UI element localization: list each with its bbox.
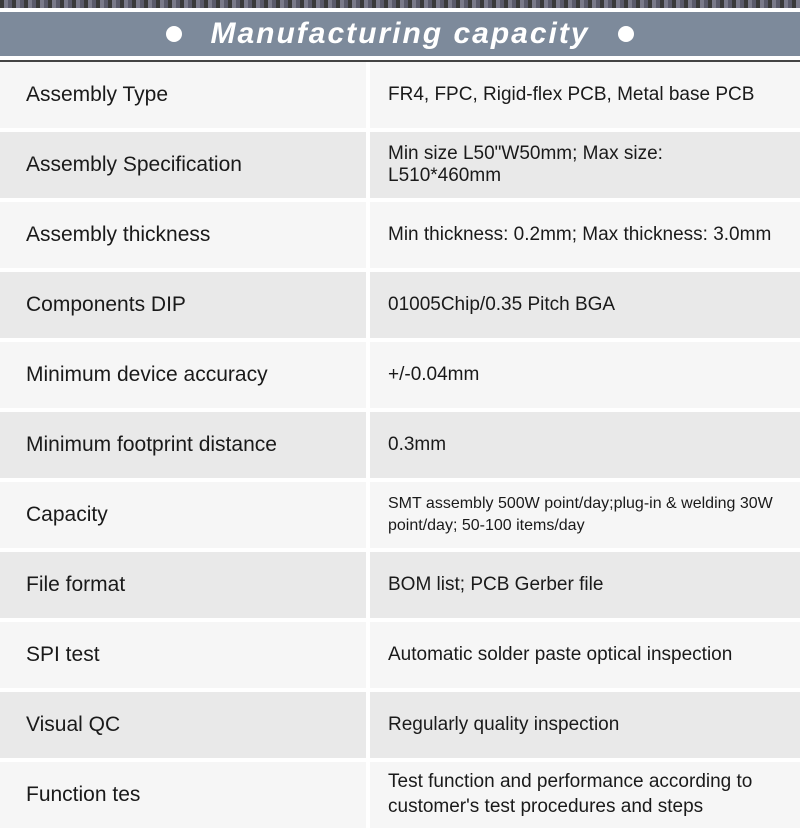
table-row: Minimum footprint distance 0.3mm <box>0 412 800 478</box>
table-row: Function tes Test function and performan… <box>0 762 800 828</box>
spec-label: Assembly thickness <box>0 202 370 268</box>
header-title: Manufacturing capacity <box>210 17 589 51</box>
bullet-icon <box>618 26 634 42</box>
spec-value: Min size L50"W50mm; Max size: L510*460mm <box>370 132 800 198</box>
spec-value: +/-0.04mm <box>370 342 800 408</box>
spec-label: Minimum device accuracy <box>0 342 370 408</box>
table-row: File format BOM list; PCB Gerber file <box>0 552 800 618</box>
spec-label: Components DIP <box>0 272 370 338</box>
spec-value: BOM list; PCB Gerber file <box>370 552 800 618</box>
spec-label: Minimum footprint distance <box>0 412 370 478</box>
spec-value: 0.3mm <box>370 412 800 478</box>
spec-value: Min thickness: 0.2mm; Max thickness: 3.0… <box>370 202 800 268</box>
table-row: Minimum device accuracy +/-0.04mm <box>0 342 800 408</box>
table-row: Assembly thickness Min thickness: 0.2mm;… <box>0 202 800 268</box>
table-row: Components DIP 01005Chip/0.35 Pitch BGA <box>0 272 800 338</box>
spec-value: SMT assembly 500W point/day;plug-in & we… <box>370 482 800 548</box>
table-row: Visual QC Regularly quality inspection <box>0 692 800 758</box>
spec-label: Function tes <box>0 762 370 828</box>
table-row: SPI test Automatic solder paste optical … <box>0 622 800 688</box>
bullet-icon <box>166 26 182 42</box>
spec-label: Visual QC <box>0 692 370 758</box>
spec-value: FR4, FPC, Rigid-flex PCB, Metal base PCB <box>370 62 800 128</box>
spec-table: Assembly Type FR4, FPC, Rigid-flex PCB, … <box>0 62 800 828</box>
table-row: Assembly Type FR4, FPC, Rigid-flex PCB, … <box>0 62 800 128</box>
header-bar: Manufacturing capacity <box>0 8 800 60</box>
spec-label: Assembly Specification <box>0 132 370 198</box>
spec-label: File format <box>0 552 370 618</box>
spec-label: SPI test <box>0 622 370 688</box>
spec-value: Regularly quality inspection <box>370 692 800 758</box>
spec-value: 01005Chip/0.35 Pitch BGA <box>370 272 800 338</box>
spec-label: Capacity <box>0 482 370 548</box>
table-row: Assembly Specification Min size L50"W50m… <box>0 132 800 198</box>
top-decorative-strip <box>0 0 800 8</box>
spec-value: Automatic solder paste optical inspectio… <box>370 622 800 688</box>
spec-label: Assembly Type <box>0 62 370 128</box>
spec-value: Test function and performance according … <box>370 762 800 828</box>
table-row: Capacity SMT assembly 500W point/day;plu… <box>0 482 800 548</box>
